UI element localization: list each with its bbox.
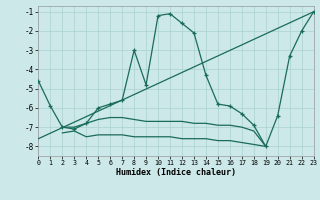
X-axis label: Humidex (Indice chaleur): Humidex (Indice chaleur) [116,168,236,177]
